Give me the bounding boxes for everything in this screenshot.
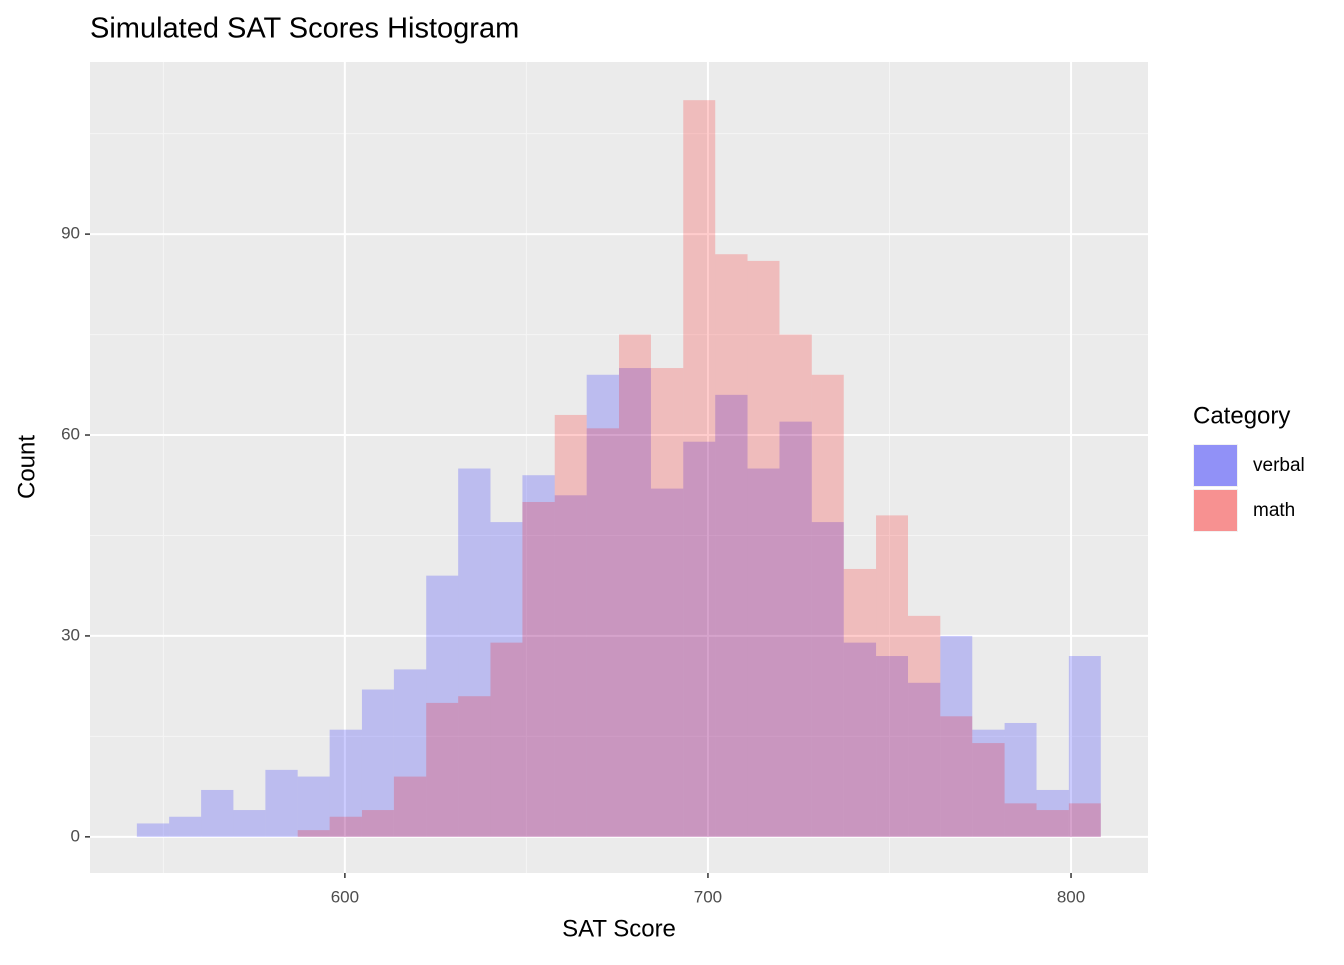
plot-panel (90, 62, 1148, 873)
x-tick-label: 800 (1057, 887, 1085, 906)
histogram-bar (940, 716, 973, 837)
grid (90, 62, 1148, 873)
legend-label: math (1253, 500, 1295, 521)
legend-key (1194, 490, 1237, 531)
histogram-bar (169, 816, 202, 837)
histogram-bar (554, 495, 587, 837)
legend-title: Category (1193, 402, 1290, 429)
histogram-bar (426, 575, 459, 837)
histogram-bar (361, 810, 394, 837)
histogram-bar (1004, 803, 1037, 837)
histogram-bar (329, 816, 362, 837)
histogram-bar (908, 682, 941, 837)
histogram-bar (779, 334, 812, 837)
legend-key-bg (1193, 489, 1238, 532)
histogram-bar (458, 696, 491, 837)
histogram-bar (1068, 656, 1101, 837)
histogram-bar (1036, 810, 1069, 837)
bars (136, 100, 1101, 837)
histogram-bar (619, 368, 651, 837)
histogram-bar (811, 374, 844, 837)
histogram-bar (972, 729, 1005, 837)
histogram-bar (779, 421, 812, 837)
histogram-bar (650, 368, 684, 837)
histogram-bar (393, 669, 427, 837)
histogram-bar (1068, 803, 1101, 837)
y-tick-label: 90 (61, 224, 80, 243)
histogram-bar (843, 568, 877, 837)
histogram-bar (619, 334, 651, 837)
histogram-bar (297, 776, 330, 837)
y-tick-label: 0 (71, 826, 80, 845)
histogram-bar (393, 776, 427, 837)
x-tick-label: 600 (331, 887, 359, 906)
histogram-bar (136, 823, 170, 837)
histogram-bar (490, 642, 523, 837)
histogram-bar (1036, 789, 1069, 837)
histogram-bar (715, 254, 748, 837)
histogram-bar (458, 468, 491, 837)
y-tick-label: 60 (61, 425, 80, 444)
histogram-bar (747, 468, 780, 837)
histogram-bar (201, 789, 234, 837)
histogram-bar (1004, 722, 1037, 837)
histogram-bar (876, 515, 909, 837)
histogram-bar (650, 488, 684, 837)
histogram-bar (522, 501, 555, 837)
histogram-bar (361, 689, 394, 837)
histogram-bar (683, 441, 716, 837)
histogram-bar (554, 414, 587, 837)
y-axis-title: Count (13, 435, 40, 499)
x-axis-title: SAT Score (562, 915, 676, 942)
x-tick-label: 700 (694, 887, 722, 906)
histogram-bar (586, 374, 619, 837)
histogram-bar (747, 260, 780, 837)
histogram-bar (233, 810, 266, 837)
histogram-bar (715, 394, 748, 837)
histogram-bar (586, 428, 619, 837)
legend-label: verbal (1253, 455, 1305, 476)
legend-key (1194, 445, 1237, 486)
histogram-bar (265, 769, 298, 837)
histogram-bar (940, 635, 973, 837)
chart-title: Simulated SAT Scores Histogram (90, 13, 519, 45)
histogram-bar (522, 475, 555, 837)
y-tick-label: 30 (61, 625, 80, 644)
histogram-bar (972, 743, 1005, 837)
legend-key-bg (1193, 444, 1238, 487)
histogram-bar (490, 522, 523, 837)
histogram-bar (329, 729, 362, 837)
histogram-bar (908, 615, 941, 837)
histogram-bar (297, 830, 330, 837)
histogram-bar (811, 522, 844, 837)
histogram-bar (426, 702, 459, 837)
histogram-bar (843, 642, 877, 837)
histogram-bar (876, 656, 909, 837)
histogram-bar (683, 100, 716, 837)
